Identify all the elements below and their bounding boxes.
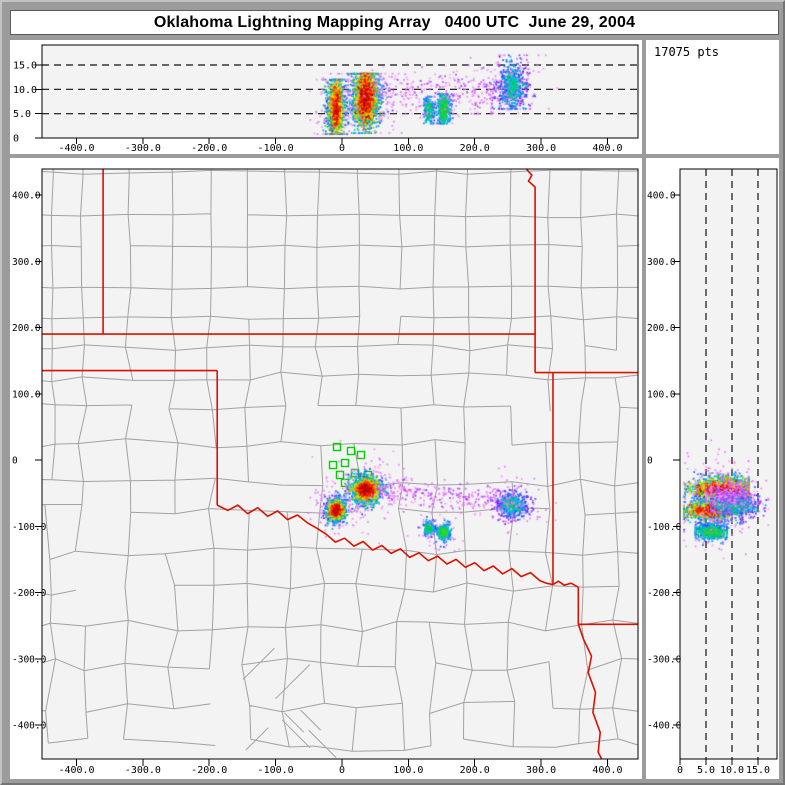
alt-ew-scatter-canvas[interactable] — [10, 40, 642, 154]
points-count-label: 17075 pts — [654, 45, 720, 59]
panel-altitude-vs-northsouth[interactable]: 400.0300.0200.0100.00-100.0-200.0-300.0-… — [646, 158, 779, 779]
alt-ns-scatter-canvas[interactable] — [646, 158, 779, 779]
plan-view-scatter-canvas[interactable] — [10, 158, 642, 779]
title-bar: Oklahoma Lightning Mapping Array 0400 UT… — [10, 10, 779, 35]
panel-plan-view-map[interactable]: 400.0300.0200.0100.00-100.0-200.0-300.0-… — [10, 158, 642, 779]
panel-points-count: 17075 pts — [646, 40, 779, 154]
window-title: Oklahoma Lightning Mapping Array 0400 UT… — [153, 13, 636, 31]
panel-altitude-vs-eastwest[interactable]: 05.010.015.0-400.0-300.0-200.0-100.00100… — [10, 40, 642, 154]
